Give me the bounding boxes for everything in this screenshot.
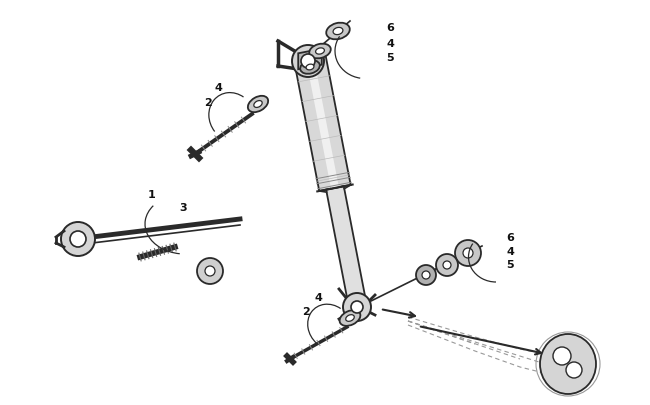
- Circle shape: [70, 231, 86, 247]
- Text: 4: 4: [214, 83, 222, 93]
- Circle shape: [292, 46, 324, 78]
- Text: 3: 3: [179, 202, 187, 213]
- Ellipse shape: [346, 315, 354, 322]
- Circle shape: [205, 266, 215, 276]
- Polygon shape: [306, 59, 339, 189]
- Circle shape: [351, 301, 363, 313]
- Text: 1: 1: [148, 190, 156, 200]
- Ellipse shape: [309, 45, 331, 59]
- Ellipse shape: [566, 362, 582, 378]
- Circle shape: [301, 55, 315, 69]
- Ellipse shape: [300, 61, 320, 75]
- Circle shape: [463, 248, 473, 258]
- Ellipse shape: [333, 28, 343, 36]
- Circle shape: [443, 261, 451, 269]
- Circle shape: [343, 293, 371, 321]
- Ellipse shape: [553, 347, 571, 365]
- Circle shape: [197, 258, 223, 284]
- Text: 4: 4: [386, 39, 394, 49]
- Ellipse shape: [248, 96, 268, 113]
- Circle shape: [416, 265, 436, 285]
- Text: 6: 6: [386, 23, 394, 33]
- Circle shape: [455, 241, 481, 266]
- Polygon shape: [326, 187, 367, 309]
- Ellipse shape: [316, 49, 324, 55]
- Polygon shape: [294, 57, 350, 192]
- Circle shape: [422, 271, 430, 279]
- Circle shape: [436, 254, 458, 276]
- Ellipse shape: [254, 101, 262, 108]
- Polygon shape: [298, 49, 322, 70]
- Ellipse shape: [540, 334, 596, 394]
- Ellipse shape: [306, 65, 314, 71]
- Text: 5: 5: [386, 53, 394, 63]
- Text: 6: 6: [506, 232, 514, 243]
- Text: 4: 4: [314, 292, 322, 302]
- Text: 2: 2: [204, 98, 212, 108]
- Circle shape: [61, 222, 95, 256]
- Text: 5: 5: [506, 259, 514, 269]
- Ellipse shape: [326, 23, 350, 40]
- Text: 4: 4: [506, 246, 514, 256]
- Ellipse shape: [339, 310, 360, 326]
- Text: 2: 2: [302, 306, 310, 316]
